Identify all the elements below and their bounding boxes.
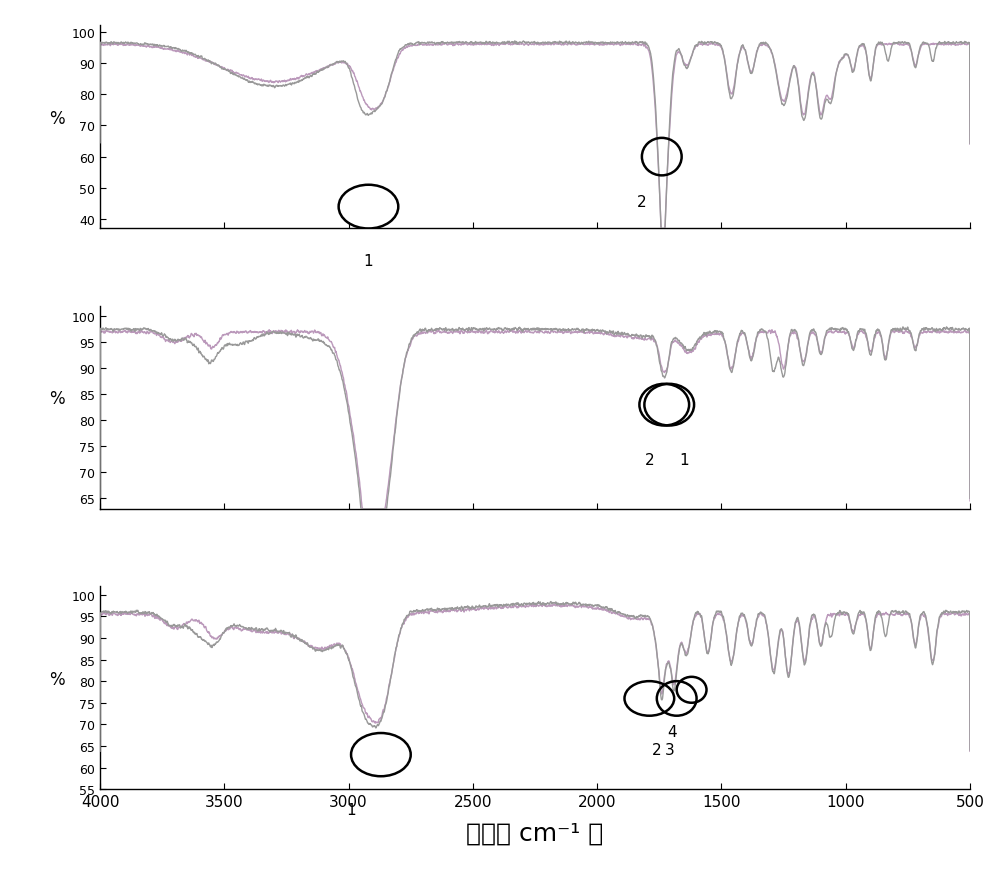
Text: 1: 1 <box>364 254 373 269</box>
Text: 3: 3 <box>664 742 674 757</box>
Text: 2: 2 <box>652 742 662 757</box>
X-axis label: 波长（ cm⁻¹ ）: 波长（ cm⁻¹ ） <box>466 820 604 845</box>
Y-axis label: %: % <box>50 110 65 128</box>
Text: 1: 1 <box>679 452 689 467</box>
Text: 2: 2 <box>637 195 647 210</box>
Y-axis label: %: % <box>50 389 65 408</box>
Y-axis label: %: % <box>50 670 65 688</box>
Text: 2: 2 <box>645 452 654 467</box>
Text: 4: 4 <box>667 724 677 739</box>
Text: 1: 1 <box>346 802 356 817</box>
